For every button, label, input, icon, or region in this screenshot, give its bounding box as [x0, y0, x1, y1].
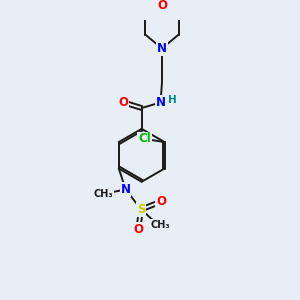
Text: O: O: [133, 223, 143, 236]
Text: O: O: [156, 195, 166, 208]
Text: S: S: [137, 203, 145, 216]
Text: O: O: [118, 96, 129, 109]
Text: N: N: [156, 96, 166, 109]
Text: O: O: [157, 0, 167, 12]
Text: CH₃: CH₃: [94, 189, 113, 199]
Text: N: N: [121, 183, 131, 196]
Text: N: N: [157, 42, 167, 55]
Text: CH₃: CH₃: [150, 220, 170, 230]
Text: Cl: Cl: [138, 132, 151, 145]
Text: H: H: [168, 95, 177, 105]
Text: N: N: [157, 42, 167, 55]
